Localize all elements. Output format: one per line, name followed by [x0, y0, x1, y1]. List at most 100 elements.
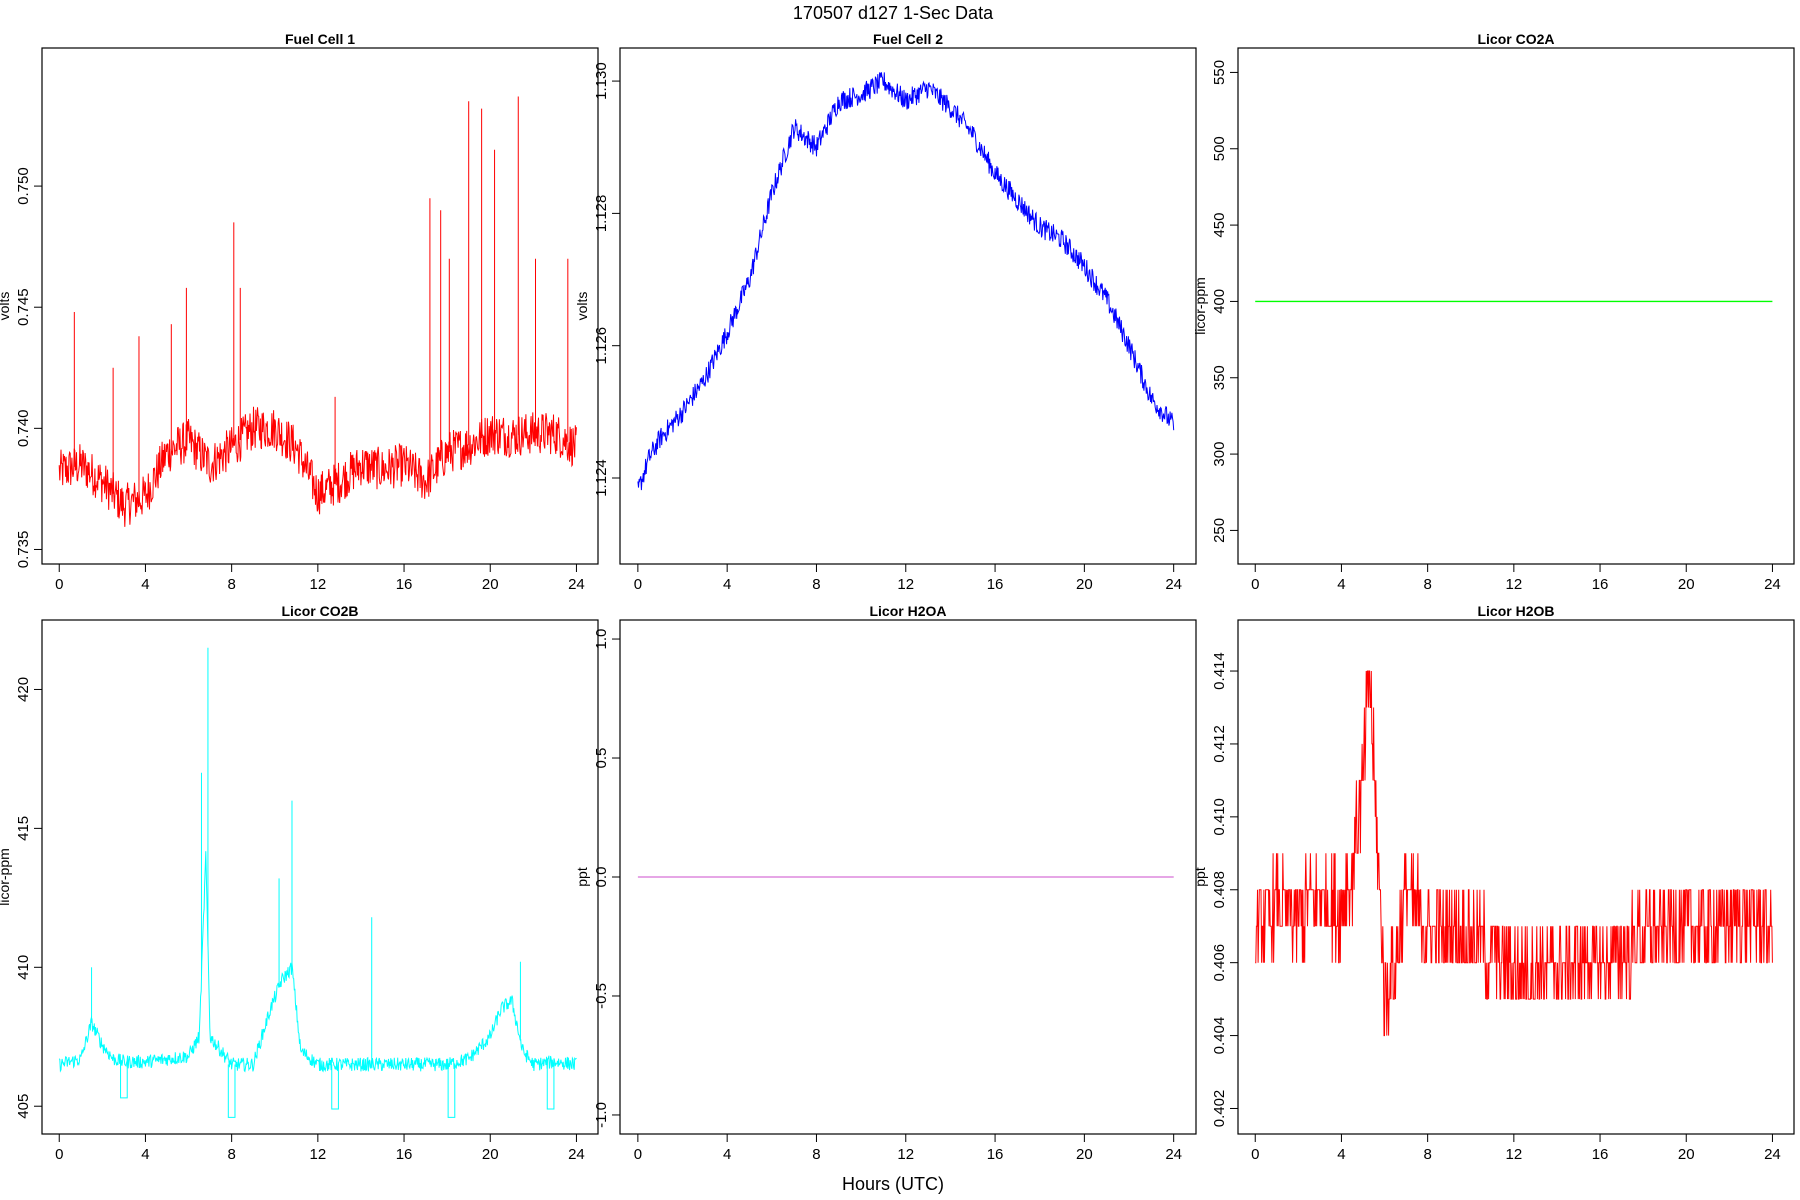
y-tick-label: 0.410 [1211, 798, 1228, 836]
y-tick-label: 0.402 [1211, 1090, 1228, 1128]
series-line-0 [58, 406, 577, 527]
x-tick-label: 24 [568, 1146, 585, 1163]
dip-mark [331, 1064, 339, 1110]
x-tick-label: 8 [812, 1146, 820, 1163]
x-tick-label: 20 [482, 1146, 499, 1163]
x-tick-label: 12 [310, 1146, 327, 1163]
x-tick-label: 4 [141, 576, 149, 593]
x-tick-label: 0 [634, 1146, 642, 1163]
panel-2: 0 4 8 12 16 20 24 250 300 350 400 450 500 550 Licor CO… [1192, 31, 1795, 593]
dip-mark [227, 1064, 236, 1118]
x-tick-label: 8 [1423, 1146, 1431, 1163]
y-tick-label: 0.740 [15, 410, 32, 448]
y-axis-label: licor-ppm [0, 848, 12, 906]
x-tick-label: 8 [1423, 576, 1431, 593]
y-tick-label: 1.124 [593, 459, 610, 497]
x-tick-label: 16 [987, 1146, 1004, 1163]
x-tick-label: 16 [396, 576, 413, 593]
x-tick-label: 4 [1337, 1146, 1345, 1163]
figure-x-axis-label: Hours (UTC) [842, 1174, 944, 1194]
x-tick-label: 20 [1076, 576, 1093, 593]
y-tick-label: 1.0 [593, 629, 610, 650]
x-tick-label: 12 [310, 576, 327, 593]
x-tick-label: 12 [897, 576, 914, 593]
x-tick-label: 20 [1076, 1146, 1093, 1163]
plot-frame [41, 47, 599, 565]
y-tick-label: 0.406 [1211, 944, 1228, 982]
y-axis-label: volts [574, 292, 590, 321]
panel-title: Fuel Cell 2 [873, 31, 943, 47]
y-axis-label: volts [0, 292, 12, 321]
x-tick-label: 0 [55, 1146, 63, 1163]
y-tick-label: 450 [1211, 213, 1228, 238]
plot-frame [41, 619, 599, 1135]
panels-group: 0 4 8 12 16 20 24 0.735 0.740 0.745 0.750 Fuel Cell… [0, 31, 1795, 1163]
y-axis-label: ppt [1192, 867, 1208, 887]
x-tick-label: 16 [1592, 1146, 1609, 1163]
y-tick-label: 410 [15, 955, 32, 980]
x-tick-label: 20 [1678, 576, 1695, 593]
x-tick-label: 4 [723, 1146, 731, 1163]
x-tick-label: 0 [634, 576, 642, 593]
panel-4: 0 4 8 12 16 20 24 -1.0 -0.5 0.0 0.5 1.0 Licor H2OA pp… [574, 603, 1197, 1163]
y-tick-label: 0.414 [1211, 652, 1228, 690]
dip-mark [546, 1062, 555, 1110]
x-tick-label: 16 [396, 1146, 413, 1163]
x-tick-label: 24 [1764, 1146, 1781, 1163]
series-line-5 [1255, 670, 1773, 1037]
y-tick-label: 0.0 [593, 867, 610, 888]
panel-title: Licor CO2B [281, 603, 358, 619]
y-tick-label: 400 [1211, 289, 1228, 314]
y-tick-label: 250 [1211, 518, 1228, 543]
y-tick-label: -0.5 [593, 983, 610, 1009]
y-tick-label: 550 [1211, 60, 1228, 85]
x-tick-label: 0 [1251, 576, 1259, 593]
y-tick-label: 0.735 [15, 531, 32, 569]
x-tick-label: 8 [812, 576, 820, 593]
y-tick-label: 0.750 [15, 167, 32, 205]
panel-title: Licor CO2A [1477, 31, 1554, 47]
panel-0: 0 4 8 12 16 20 24 0.735 0.740 0.745 0.750 Fuel Cell… [0, 31, 599, 593]
plot-frame [619, 47, 1197, 565]
x-tick-label: 0 [55, 576, 63, 593]
panel-1: 0 4 8 12 16 20 24 1.124 1.126 1.128 1.130 Fuel Cell… [574, 31, 1197, 593]
y-tick-label: 0.412 [1211, 725, 1228, 763]
panel-title: Licor H2OB [1477, 603, 1554, 619]
y-tick-label: 0.404 [1211, 1017, 1228, 1055]
dip-mark [120, 1061, 128, 1099]
y-tick-label: 420 [15, 677, 32, 702]
panel-title: Licor H2OA [869, 603, 946, 619]
y-axis-label: ppt [574, 867, 590, 887]
series-line-3 [58, 851, 577, 1073]
x-tick-label: 8 [227, 576, 235, 593]
x-tick-label: 24 [1764, 576, 1781, 593]
x-tick-label: 12 [897, 1146, 914, 1163]
x-tick-label: 0 [1251, 1146, 1259, 1163]
x-tick-label: 24 [1165, 1146, 1182, 1163]
dip-mark [447, 1063, 456, 1118]
plot-frame [1237, 619, 1795, 1135]
x-tick-label: 4 [1337, 576, 1345, 593]
y-axis-label: licor-ppm [1192, 277, 1208, 335]
x-tick-label: 12 [1506, 576, 1523, 593]
y-tick-label: -1.0 [593, 1102, 610, 1128]
y-tick-label: 415 [15, 816, 32, 841]
y-tick-label: 0.408 [1211, 871, 1228, 909]
x-tick-label: 16 [987, 576, 1004, 593]
x-tick-label: 4 [141, 1146, 149, 1163]
figure-title: 170507 d127 1-Sec Data [793, 3, 994, 23]
y-tick-label: 1.128 [593, 195, 610, 233]
x-tick-label: 12 [1506, 1146, 1523, 1163]
y-tick-label: 1.130 [593, 62, 610, 100]
x-tick-label: 4 [723, 576, 731, 593]
x-tick-label: 24 [1165, 576, 1182, 593]
series-line-1 [637, 72, 1175, 491]
x-tick-label: 20 [1678, 1146, 1695, 1163]
y-tick-label: 405 [15, 1094, 32, 1119]
x-tick-label: 20 [482, 576, 499, 593]
panel-5: 0 4 8 12 16 20 24 0.402 0.404 0.406 0.408 0.410 0.41… [1192, 603, 1795, 1163]
y-tick-label: 1.126 [593, 327, 610, 365]
y-tick-label: 0.5 [593, 748, 610, 769]
y-tick-label: 350 [1211, 365, 1228, 390]
